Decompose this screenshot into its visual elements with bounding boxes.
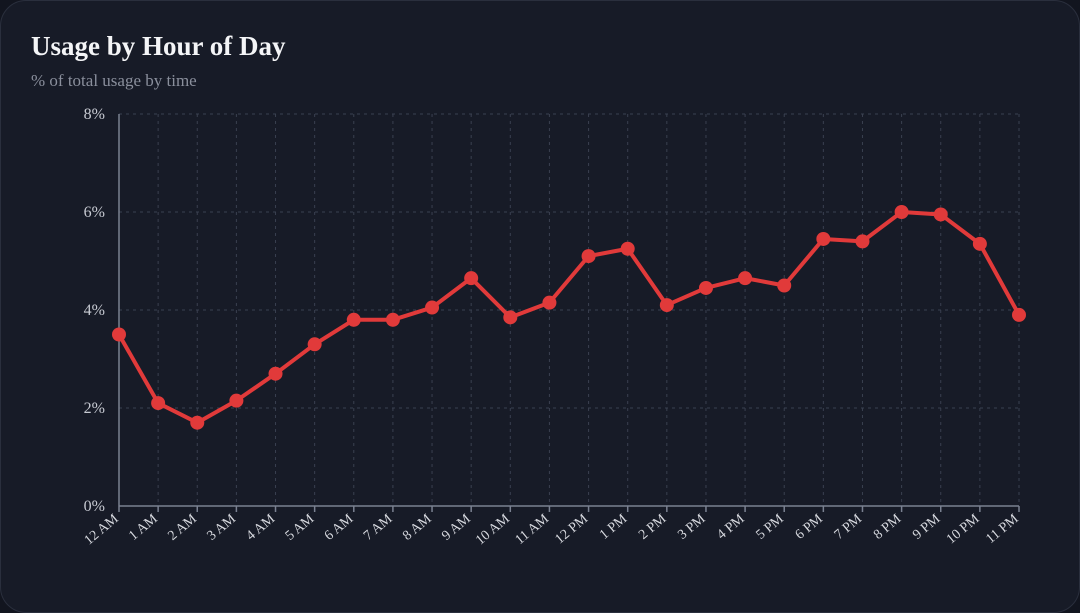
svg-text:2%: 2% [84,400,105,417]
svg-text:2 PM: 2 PM [636,511,670,543]
svg-text:6 PM: 6 PM [793,511,827,543]
svg-text:4%: 4% [84,302,105,319]
svg-text:7 AM: 7 AM [361,511,396,544]
svg-text:12 PM: 12 PM [553,511,592,547]
svg-text:2 AM: 2 AM [165,511,200,544]
svg-text:3 AM: 3 AM [205,511,240,544]
svg-text:4 AM: 4 AM [244,511,279,544]
svg-text:12 AM: 12 AM [82,511,122,548]
svg-text:3 PM: 3 PM [675,511,709,543]
svg-text:7 PM: 7 PM [832,511,866,543]
svg-text:11 PM: 11 PM [983,511,1022,547]
svg-text:6%: 6% [84,204,105,221]
svg-text:10 AM: 10 AM [473,511,513,548]
svg-text:8 PM: 8 PM [871,511,905,543]
svg-text:8 AM: 8 AM [400,511,435,544]
svg-text:5 PM: 5 PM [754,511,788,543]
svg-text:6 AM: 6 AM [322,511,357,544]
svg-text:9 AM: 9 AM [439,511,474,544]
svg-text:0%: 0% [84,498,105,515]
svg-text:4 PM: 4 PM [714,511,748,543]
svg-text:11 AM: 11 AM [513,511,553,548]
svg-text:10 PM: 10 PM [944,511,983,547]
svg-text:5 AM: 5 AM [283,511,318,544]
svg-text:8%: 8% [84,106,105,123]
svg-text:1 PM: 1 PM [597,511,631,543]
svg-text:9 PM: 9 PM [910,511,944,543]
svg-text:1 AM: 1 AM [126,511,161,544]
